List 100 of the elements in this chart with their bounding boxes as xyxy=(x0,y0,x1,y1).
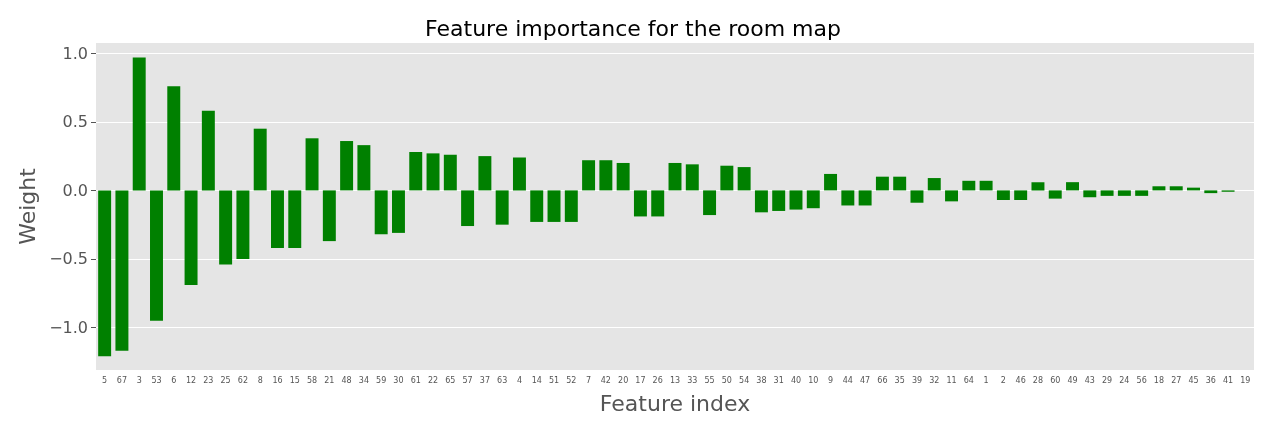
bar xyxy=(1031,182,1045,191)
x-tick-label: 6 xyxy=(171,375,177,385)
bar xyxy=(720,165,734,191)
bar xyxy=(616,162,630,191)
bar xyxy=(288,190,302,248)
bar xyxy=(374,190,388,235)
bar xyxy=(789,190,803,210)
x-tick-label: 31 xyxy=(773,375,784,385)
x-tick-label: 33 xyxy=(687,375,698,385)
bar xyxy=(547,190,561,222)
x-tick-label: 46 xyxy=(1015,375,1026,385)
x-tick-label: 47 xyxy=(860,375,871,385)
x-tick-label: 34 xyxy=(358,375,369,385)
x-tick-label: 66 xyxy=(877,375,888,385)
x-tick-label: 65 xyxy=(445,375,456,385)
bar xyxy=(132,57,146,191)
bar xyxy=(564,190,578,222)
bar xyxy=(841,190,855,206)
x-tick-label: 38 xyxy=(756,375,767,385)
bar xyxy=(478,156,492,191)
x-tick-label: 4 xyxy=(516,375,522,385)
bar xyxy=(893,176,907,191)
x-tick-label: 24 xyxy=(1119,375,1130,385)
bar xyxy=(184,190,198,285)
x-tick-label: 58 xyxy=(306,375,318,385)
x-tick-label: 28 xyxy=(1032,375,1044,385)
bar xyxy=(1117,190,1131,196)
x-tick-label: 54 xyxy=(739,375,750,385)
bar xyxy=(98,190,112,357)
bar xyxy=(150,190,163,321)
bar xyxy=(1066,182,1079,191)
x-tick-label: 57 xyxy=(462,375,473,385)
x-tick-label: 35 xyxy=(894,375,905,385)
x-tick-label: 16 xyxy=(272,375,283,385)
bar xyxy=(979,180,993,191)
x-tick-label: 1 xyxy=(983,375,989,385)
bar xyxy=(495,190,509,225)
bar xyxy=(824,173,838,191)
bar xyxy=(945,190,959,202)
bar xyxy=(322,190,336,242)
bar xyxy=(996,190,1010,200)
x-tick-label: 5 xyxy=(102,375,108,385)
bar xyxy=(391,190,405,233)
bar xyxy=(1204,190,1218,194)
x-tick-label: 32 xyxy=(929,375,940,385)
bar xyxy=(962,180,976,191)
x-tick-label: 14 xyxy=(531,375,542,385)
x-tick-label: 36 xyxy=(1205,375,1216,385)
x-tick-label: 29 xyxy=(1102,375,1113,385)
x-tick-label: 8 xyxy=(257,375,263,385)
x-tick-label: 37 xyxy=(479,375,490,385)
x-tick-label: 44 xyxy=(842,375,853,385)
x-tick-label: 15 xyxy=(289,375,300,385)
x-tick-label: 17 xyxy=(635,375,646,385)
bar xyxy=(409,152,423,191)
x-tick-label: 20 xyxy=(618,375,629,385)
bar xyxy=(426,153,440,191)
bar xyxy=(1100,190,1114,196)
x-tick-label: 61 xyxy=(410,375,421,385)
x-tick-label: 50 xyxy=(721,375,732,385)
x-tick-label: 49 xyxy=(1067,375,1078,385)
x-tick-label: 2 xyxy=(1000,375,1006,385)
bar xyxy=(271,190,284,248)
bar xyxy=(858,190,872,206)
bar xyxy=(875,176,889,191)
x-tick-label: 10 xyxy=(808,375,819,385)
x-axis-title: Feature index xyxy=(599,390,751,416)
y-tick-label: 1.0 xyxy=(62,43,88,63)
x-tick-label: 53 xyxy=(151,375,162,385)
bar xyxy=(357,145,371,191)
bar xyxy=(1083,190,1097,198)
bar xyxy=(927,178,941,191)
x-tick-label: 40 xyxy=(790,375,802,385)
x-tick-label: 22 xyxy=(427,375,439,385)
y-tick-label: 0.0 xyxy=(62,180,88,200)
bar xyxy=(685,164,699,191)
bar xyxy=(1135,190,1149,196)
bar xyxy=(530,190,544,222)
bar xyxy=(201,110,215,191)
bar xyxy=(910,190,924,203)
bar xyxy=(737,167,751,191)
bar xyxy=(582,160,596,191)
y-tick-label: −0.5 xyxy=(49,249,88,269)
bar xyxy=(512,157,526,191)
bar xyxy=(443,154,457,191)
x-tick-label: 27 xyxy=(1171,375,1182,385)
x-tick-label: 9 xyxy=(828,375,834,385)
x-tick-label: 67 xyxy=(116,375,128,385)
x-tick-label: 23 xyxy=(203,375,214,385)
x-tick-label: 39 xyxy=(911,375,923,385)
x-tick-label: 48 xyxy=(341,375,352,385)
y-axis-title: Weight xyxy=(14,167,40,245)
bar xyxy=(340,141,354,191)
bar xyxy=(668,162,682,191)
x-tick-label: 59 xyxy=(376,375,387,385)
x-tick-label: 7 xyxy=(586,375,592,385)
x-tick-label: 45 xyxy=(1188,375,1199,385)
bar xyxy=(703,190,717,216)
x-tick-label: 43 xyxy=(1084,375,1095,385)
bar xyxy=(167,86,181,191)
